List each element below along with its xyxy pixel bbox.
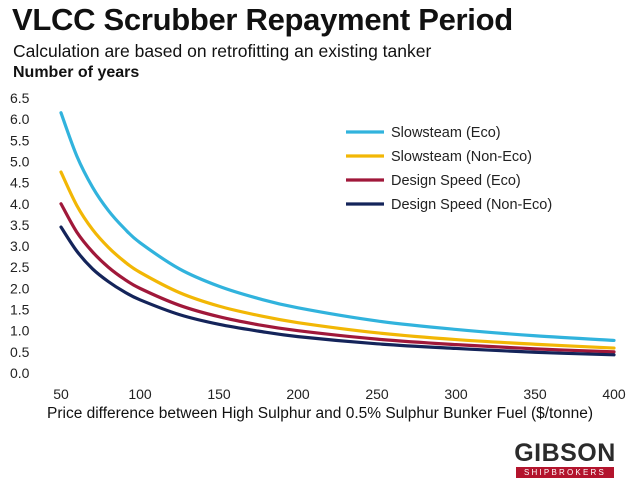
y-tick-label: 6.0	[10, 111, 30, 127]
y-tick-label: 6.5	[10, 90, 30, 106]
y-tick-label: 0.5	[10, 344, 30, 360]
y-tick-label: 1.5	[10, 302, 30, 318]
x-tick-label: 200	[286, 386, 310, 402]
x-axis-label: Price difference between High Sulphur an…	[47, 405, 593, 422]
legend-label: Design Speed (Non-Eco)	[391, 197, 552, 213]
gibson-logo: GIBSON SHIPBROKERS	[510, 440, 620, 478]
legend: Slowsteam (Eco) Slowsteam (Non-Eco) Design…	[346, 125, 552, 213]
y-tick-label: 3.5	[10, 217, 30, 233]
y-tick-label: 4.0	[10, 196, 30, 212]
x-tick-label: 250	[365, 386, 389, 402]
x-tick-label: 300	[444, 386, 468, 402]
y-tick-label: 0.0	[10, 365, 30, 381]
x-tick-label: 350	[523, 386, 547, 402]
logo-wordmark: GIBSON	[514, 439, 616, 467]
legend-label: Design Speed (Eco)	[391, 173, 521, 189]
series-line-design-speed-eco	[59, 202, 616, 354]
y-tick-label: 2.0	[10, 280, 30, 296]
y-axis-label: Number of years	[13, 64, 140, 81]
legend-label: Slowsteam (Non-Eco)	[391, 149, 532, 165]
series-line-slowsteam-eco	[59, 111, 616, 343]
chart-title: VLCC Scrubber Repayment Period	[12, 2, 513, 37]
chart-subtitle: Calculation are based on retrofitting an…	[13, 41, 432, 61]
y-tick-label: 5.0	[10, 153, 30, 169]
x-tick-label: 50	[53, 386, 69, 402]
y-tick-label: 4.5	[10, 175, 30, 191]
y-tick-label: 1.0	[10, 323, 30, 339]
y-tick-label: 3.0	[10, 238, 30, 254]
x-tick-label: 100	[128, 386, 152, 402]
logo-subtitle: SHIPBROKERS	[516, 467, 614, 478]
series-lines	[59, 111, 616, 357]
y-axis-ticks: 0.0 0.5 1.0 1.5 2.0 2.5 3.0 3.5 4.0 4.5 5.0 5.5 6.0 6…	[10, 90, 30, 381]
y-tick-label: 2.5	[10, 259, 30, 275]
x-tick-label: 400	[602, 386, 626, 402]
y-tick-label: 5.5	[10, 132, 30, 148]
legend-label: Slowsteam (Eco)	[391, 125, 501, 141]
series-line-design-speed-non-eco	[59, 225, 616, 357]
x-tick-label: 150	[207, 386, 231, 402]
x-axis-ticks: 50 100 150 200 250 300 350 400	[53, 386, 626, 402]
series-line-slowsteam-non-eco	[59, 170, 616, 350]
